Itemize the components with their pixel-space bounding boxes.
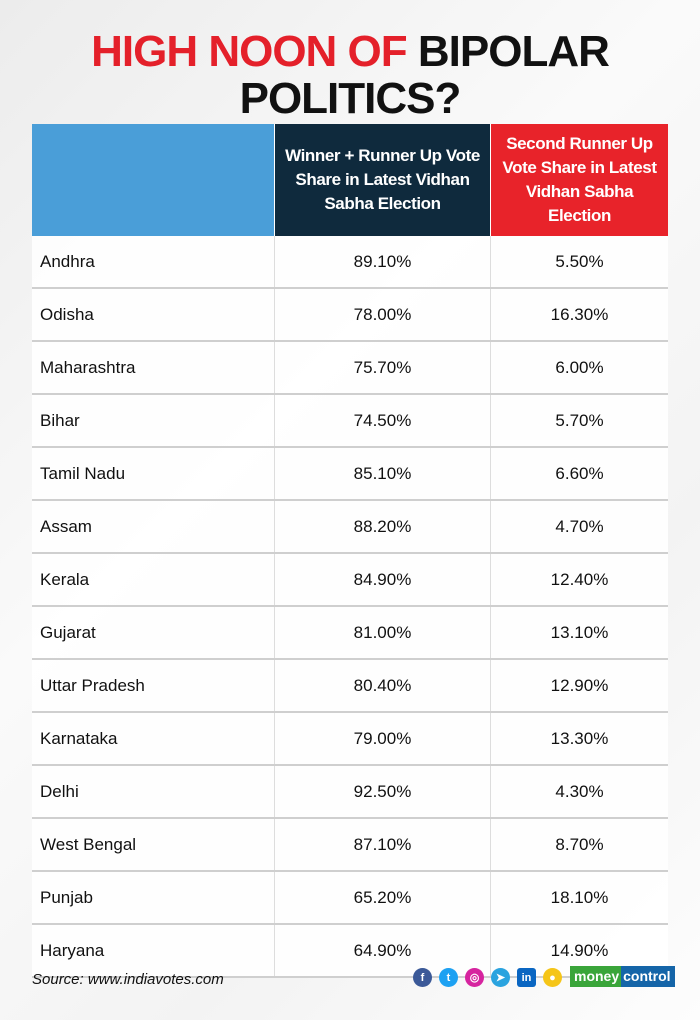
second-runner-share-cell: 8.70% (490, 818, 668, 872)
second-runner-share-cell: 4.30% (490, 765, 668, 819)
winner-runner-share-cell: 87.10% (274, 818, 491, 872)
state-cell: Andhra (32, 236, 275, 289)
title-line2: POLITICS? (239, 74, 462, 123)
second-runner-share-cell: 18.10% (490, 871, 668, 925)
winner-runner-share-cell: 85.10% (274, 447, 491, 501)
state-cell: Gujarat (32, 606, 275, 660)
linkedin-icon[interactable]: in (517, 968, 536, 987)
second-runner-share-cell: 4.70% (490, 500, 668, 554)
second-runner-share-cell: 5.50% (490, 236, 668, 289)
winner-runner-share-cell: 89.10% (274, 236, 491, 289)
state-cell: Maharashtra (32, 341, 275, 395)
title-part1: HIGH NOON OF (91, 27, 408, 76)
source-text: Source: www.indiavotes.com (32, 971, 224, 988)
second-runner-share-cell: 13.30% (490, 712, 668, 766)
header-state (32, 124, 275, 236)
winner-runner-share-cell: 81.00% (274, 606, 491, 660)
state-cell: Uttar Pradesh (32, 659, 275, 713)
winner-runner-share-cell: 78.00% (274, 288, 491, 342)
state-cell: Delhi (32, 765, 275, 819)
second-runner-share-cell: 12.90% (490, 659, 668, 713)
second-runner-share-cell: 5.70% (490, 394, 668, 448)
second-runner-share-cell: 13.10% (490, 606, 668, 660)
state-cell: Haryana (32, 924, 275, 978)
table-row: Punjab 65.20% 18.10% (32, 871, 668, 925)
table-row: Andhra 89.10% 5.50% (32, 236, 668, 289)
state-cell: West Bengal (32, 818, 275, 872)
telegram-icon[interactable]: ➤ (491, 968, 510, 987)
koo-icon[interactable]: ● (543, 968, 562, 987)
social-icons: f t ◎ ➤ in ● (413, 968, 562, 987)
state-cell: Kerala (32, 553, 275, 607)
state-cell: Karnataka (32, 712, 275, 766)
table-row: Gujarat 81.00% 13.10% (32, 606, 668, 660)
winner-runner-share-cell: 92.50% (274, 765, 491, 819)
table-row: West Bengal 87.10% 8.70% (32, 818, 668, 872)
table-row: Delhi 92.50% 4.30% (32, 765, 668, 819)
table-row: Karnataka 79.00% 13.30% (32, 712, 668, 766)
table-row: Assam 88.20% 4.70% (32, 500, 668, 554)
winner-runner-share-cell: 65.20% (274, 871, 491, 925)
winner-runner-share-cell: 80.40% (274, 659, 491, 713)
page-title: HIGH NOON OF BIPOLAR POLITICS? (0, 28, 700, 122)
winner-runner-share-cell: 74.50% (274, 394, 491, 448)
table-row: Bihar 74.50% 5.70% (32, 394, 668, 448)
header-winner-runner: Winner + Runner Up Vote Share in Latest … (274, 124, 491, 236)
logo-part1: money (570, 966, 622, 987)
title-part2: BIPOLAR (417, 27, 610, 76)
table-row: Kerala 84.90% 12.40% (32, 553, 668, 607)
table-row: Tamil Nadu 85.10% 6.60% (32, 447, 668, 501)
winner-runner-share-cell: 79.00% (274, 712, 491, 766)
table-row: Uttar Pradesh 80.40% 12.90% (32, 659, 668, 713)
winner-runner-share-cell: 88.20% (274, 500, 491, 554)
winner-runner-share-cell: 75.70% (274, 341, 491, 395)
logo-part2: control (621, 966, 675, 987)
state-cell: Assam (32, 500, 275, 554)
second-runner-share-cell: 12.40% (490, 553, 668, 607)
state-cell: Odisha (32, 288, 275, 342)
state-cell: Tamil Nadu (32, 447, 275, 501)
winner-runner-share-cell: 84.90% (274, 553, 491, 607)
header-second-runner: Second Runner Up Vote Share in Latest Vi… (490, 124, 668, 236)
state-cell: Punjab (32, 871, 275, 925)
second-runner-share-cell: 6.00% (490, 341, 668, 395)
second-runner-share-cell: 16.30% (490, 288, 668, 342)
moneycontrol-logo: money control (570, 966, 675, 987)
twitter-icon[interactable]: t (439, 968, 458, 987)
table-row: Odisha 78.00% 16.30% (32, 288, 668, 342)
instagram-icon[interactable]: ◎ (465, 968, 484, 987)
table-row: Maharashtra 75.70% 6.00% (32, 341, 668, 395)
second-runner-share-cell: 6.60% (490, 447, 668, 501)
vote-share-table: Winner + Runner Up Vote Share in Latest … (32, 124, 668, 978)
winner-runner-share-cell: 64.90% (274, 924, 491, 978)
facebook-icon[interactable]: f (413, 968, 432, 987)
state-cell: Bihar (32, 394, 275, 448)
